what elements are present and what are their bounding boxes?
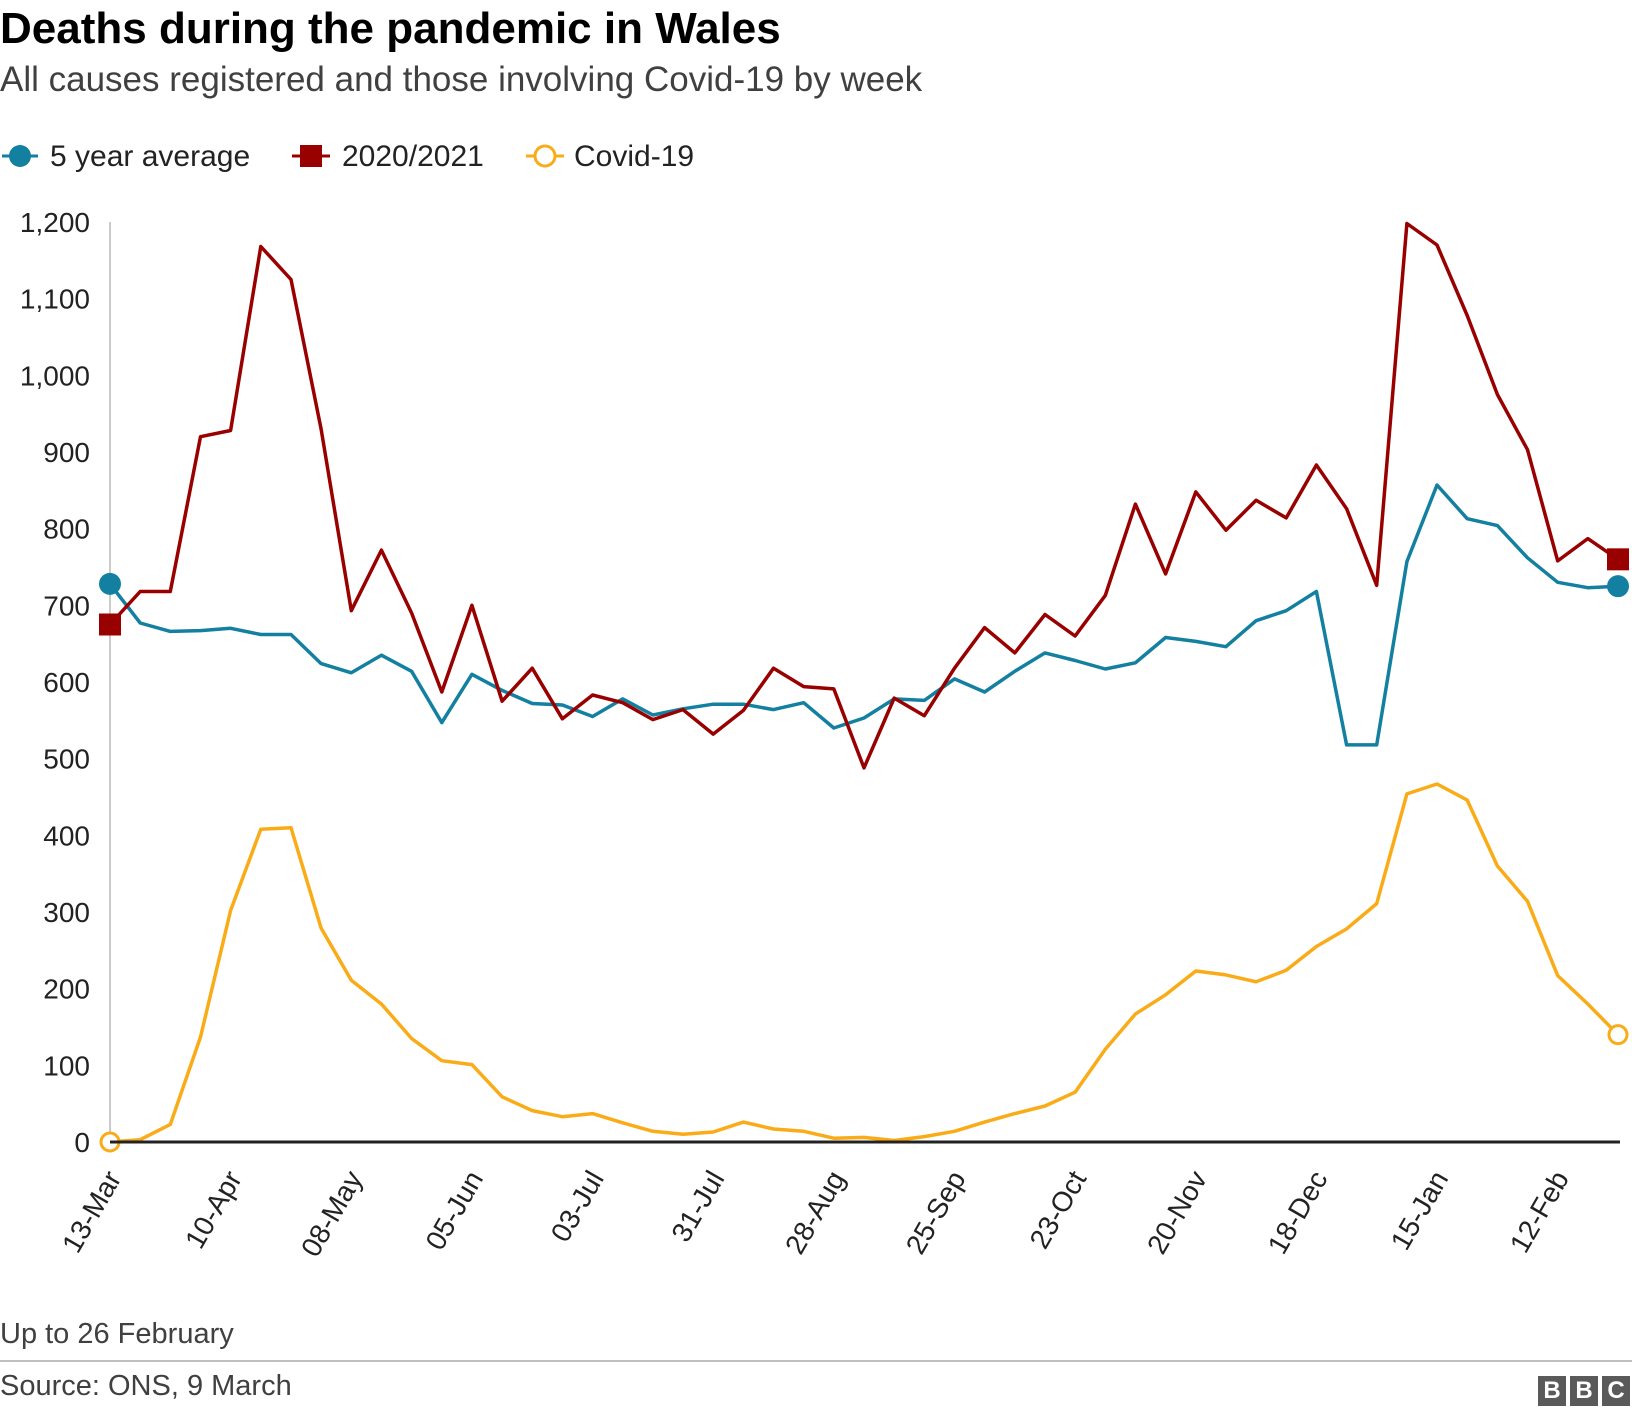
legend-marker-current <box>300 145 322 167</box>
legend-item-covid-19: Covid-19 <box>526 140 694 173</box>
x-tick-label: 23-Oct <box>1023 1165 1092 1253</box>
series-line-current <box>108 221 1620 770</box>
legend-marker-covid <box>533 144 557 168</box>
legend-item-5-year-average: 5 year average <box>2 140 250 173</box>
x-tick-label: 28-Aug <box>779 1166 851 1260</box>
y-tick-label: 1,200 <box>20 207 90 238</box>
x-tick-label: 08-May <box>295 1166 369 1262</box>
y-tick-label: 400 <box>43 820 90 851</box>
line-chart: 5 year average 2020/2021 Covid-19 0 100 20… <box>2 140 1629 1262</box>
series-layer <box>99 221 1629 1153</box>
x-tick-label: 03-Jul <box>545 1166 610 1248</box>
series-average-start-marker <box>99 572 121 595</box>
legend-label-covid: Covid-19 <box>574 140 694 173</box>
x-tick-label: 25-Sep <box>900 1166 972 1260</box>
x-tick-label: 31-Jul <box>665 1166 730 1248</box>
x-tick-label: 05-Jun <box>419 1166 489 1256</box>
legend-item-2020-2021: 2020/2021 <box>292 140 484 173</box>
y-tick-label: 200 <box>43 974 90 1005</box>
y-tick-label: 1,000 <box>20 360 90 391</box>
chart-subtitle: All causes registered and those involvin… <box>0 60 923 99</box>
x-tick-label: 10-Apr <box>179 1166 248 1254</box>
series-line-covid <box>108 782 1620 1144</box>
chart-note: Up to 26 February <box>0 1318 234 1350</box>
source-text: Source: ONS, 9 March <box>0 1370 292 1402</box>
x-tick-label: 18-Dec <box>1262 1166 1334 1260</box>
y-tick-label: 800 <box>43 514 90 545</box>
chart-legend: 5 year average 2020/2021 Covid-19 <box>2 140 694 173</box>
bbc-logo-block-1: B <box>1538 1376 1566 1406</box>
legend-marker-average <box>9 145 31 167</box>
bbc-logo: B B C <box>1538 1376 1630 1406</box>
footer-divider <box>0 1360 1632 1362</box>
y-tick-label: 0 <box>74 1127 90 1158</box>
legend-label-average: 5 year average <box>50 140 250 173</box>
y-axis: 0 100 200 300 400 500 600 700 800 900 1,000 1,100 1,… <box>20 207 90 1158</box>
y-tick-label: 900 <box>43 437 90 468</box>
y-tick-label: 1,100 <box>20 284 90 315</box>
x-tick-label: 15-Jan <box>1385 1166 1455 1256</box>
bbc-logo-block-2: B <box>1570 1376 1598 1406</box>
x-axis: 13-Mar 10-Apr 08-May 05-Jun 03-Jul 31-Jul 28-A… <box>56 1165 1575 1262</box>
chart-title: Deaths during the pandemic in Wales <box>0 4 781 53</box>
series-current-start-marker <box>99 613 121 636</box>
legend-label-current: 2020/2021 <box>342 140 484 173</box>
y-tick-label: 100 <box>43 1050 90 1081</box>
x-tick-label: 20-Nov <box>1141 1166 1213 1260</box>
y-tick-label: 500 <box>43 744 90 775</box>
series-average-end-marker <box>1607 575 1629 598</box>
y-tick-label: 700 <box>43 590 90 621</box>
series-current-end-marker <box>1607 548 1629 571</box>
x-tick-label: 12-Feb <box>1504 1166 1575 1258</box>
bbc-logo-block-3: C <box>1602 1376 1630 1406</box>
series-line-average <box>108 483 1620 747</box>
y-tick-label: 600 <box>43 667 90 698</box>
x-tick-label: 13-Mar <box>56 1166 127 1258</box>
y-tick-label: 300 <box>43 897 90 928</box>
series-covid-end-marker <box>1607 1024 1629 1046</box>
